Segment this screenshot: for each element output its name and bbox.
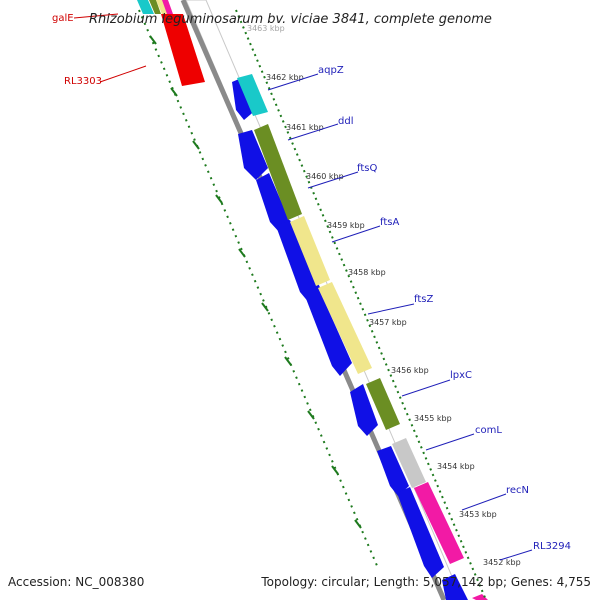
kbp-tick: 3457 kbp	[369, 318, 407, 327]
kbp-tick: 3458 kbp	[348, 268, 386, 277]
cog-track	[237, 74, 488, 600]
cds-recn[interactable]	[397, 487, 444, 578]
gene-label-ddl[interactable]: ddl	[338, 116, 353, 127]
kbp-tick: 3454 kbp	[437, 462, 475, 471]
gene-gale-feature-khaki[interactable]	[156, 0, 168, 14]
kbp-ticks: 3463 kbp 3462 kbp 3461 kbp 3460 kbp 3459…	[247, 24, 521, 567]
genome-title: Rhizobium leguminosarum bv. viciae 3841,…	[89, 12, 492, 27]
gene-label-ftsz[interactable]: ftsZ	[414, 294, 433, 305]
cds-lpxc[interactable]	[350, 384, 378, 436]
kbp-tick: 3463 kbp	[247, 24, 285, 33]
kbp-tick: 3460 kbp	[306, 172, 344, 181]
topology-text: Topology: circular; Length: 5,057,142 bp…	[261, 575, 591, 589]
cog-coml[interactable]	[392, 438, 426, 488]
position-ruler	[235, 9, 487, 600]
gene-label-gale[interactable]: galE	[52, 13, 74, 24]
gene-label-rl3303[interactable]: RL3303	[64, 76, 102, 87]
gene-gale-feature-olive[interactable]	[149, 0, 161, 14]
kbp-tick: 3459 kbp	[327, 221, 365, 230]
cds-ftsa[interactable]	[276, 220, 322, 304]
cds-track	[232, 76, 468, 600]
kbp-tick: 3452 kbp	[483, 558, 521, 567]
cog-ftsa[interactable]	[290, 216, 330, 286]
kbp-tick: 3455 kbp	[414, 414, 452, 423]
cog-recn[interactable]	[414, 482, 464, 564]
cog-ftsz[interactable]	[318, 282, 372, 374]
cds-rl3294[interactable]	[442, 574, 468, 600]
cog-ddl[interactable]	[254, 124, 302, 220]
gene-label-coml[interactable]: comL	[475, 425, 502, 436]
cog-lpxc[interactable]	[366, 378, 400, 430]
gene-rl3303-feature[interactable]	[161, 14, 205, 86]
gene-label-rl3294[interactable]: RL3294	[533, 541, 571, 552]
gene-gale-feature-pink[interactable]	[162, 0, 173, 14]
gene-label-lpxc[interactable]: lpxC	[450, 370, 472, 381]
gene-gale-feature-cyan[interactable]	[137, 0, 154, 14]
gene-leader-lines	[73, 13, 533, 561]
kbp-tick: 3453 kbp	[459, 510, 497, 519]
gc-skew-track	[138, 9, 379, 569]
gene-label-ftsa[interactable]: ftsA	[380, 217, 399, 228]
cog-rl3294[interactable]	[472, 594, 488, 600]
gene-label-recn[interactable]: recN	[506, 485, 529, 496]
gene-labels: galE RL3303 aqpZ ddl ftsQ ftsA ftsZ lpxC…	[52, 13, 571, 552]
gene-label-aqpz[interactable]: aqpZ	[318, 65, 344, 76]
cds-coml[interactable]	[377, 446, 409, 496]
kbp-tick: 3462 kbp	[266, 73, 304, 82]
cog-aqpz[interactable]	[237, 74, 268, 116]
accession-text: Accession: NC_008380	[8, 575, 145, 589]
cds-ddl[interactable]	[238, 130, 268, 180]
cds-ftsq[interactable]	[256, 173, 290, 233]
kbp-tick: 3461 kbp	[286, 123, 324, 132]
cds-ftsz[interactable]	[305, 289, 352, 376]
gene-label-ftsq[interactable]: ftsQ	[357, 163, 377, 174]
gc-track-dashes	[149, 35, 362, 529]
kbp-tick: 3456 kbp	[391, 366, 429, 375]
